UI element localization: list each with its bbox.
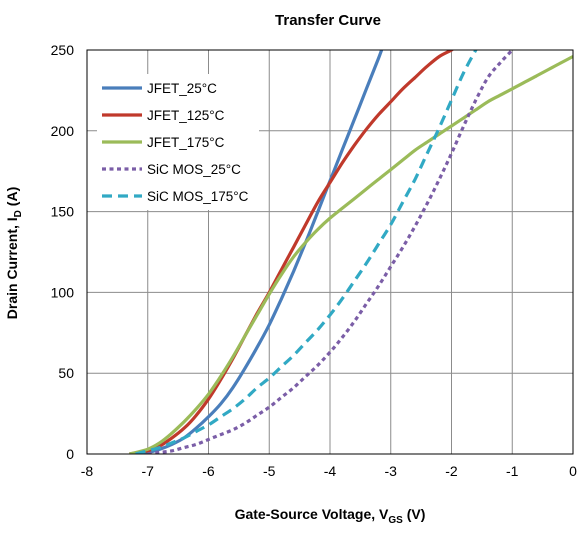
x-tick-label: -6 <box>202 463 215 479</box>
legend: JFET_25°C JFET_125°C JFET_175°C SiC MOS_25°… <box>102 81 249 204</box>
y-tick-label: 200 <box>51 123 75 139</box>
x-tick-label: -5 <box>263 463 276 479</box>
x-tick-label: -1 <box>506 463 519 479</box>
y-tick-label: 250 <box>51 42 75 58</box>
series-line-jfet-175-c <box>129 55 573 454</box>
tick-labels: -8 -7 -6 -5 -4 -3 -2 -1 0 0 50 100 150 200 250 <box>51 42 577 479</box>
legend-label: JFET_175°C <box>147 135 225 150</box>
x-axis-title: Gate-Source Voltage, VGS (V) <box>235 506 426 526</box>
x-tick-label: -3 <box>385 463 398 479</box>
y-tick-label: 100 <box>51 284 75 300</box>
series-line-jfet-125-c <box>129 50 455 454</box>
legend-label: SiC MOS_25°C <box>147 162 241 177</box>
x-tick-label: 0 <box>569 463 577 479</box>
series-line-sic-mos-175-c <box>135 50 478 454</box>
series-line-sic-mos-25-c <box>147 50 514 454</box>
y-axis-title-unit: (A) <box>4 187 20 210</box>
legend-label: JFET_125°C <box>147 108 225 123</box>
legend-label: JFET_25°C <box>147 81 217 96</box>
x-axis-title-unit: (V) <box>403 506 426 522</box>
plot-frame <box>86 49 574 455</box>
y-axis-title: Drain Current, ID (A) <box>4 187 24 319</box>
y-axis-title-subscript: D <box>13 210 24 217</box>
x-tick-label: -4 <box>324 463 337 479</box>
chart-title: Transfer Curve <box>275 12 381 29</box>
x-tick-label: -7 <box>142 463 155 479</box>
series-lines <box>129 50 573 454</box>
y-tick-label: 150 <box>51 204 75 220</box>
grid-lines <box>86 49 574 455</box>
legend-label: SiC MOS_175°C <box>147 189 249 204</box>
x-tick-label: -2 <box>445 463 458 479</box>
x-axis-title-main: Gate-Source Voltage, V <box>235 506 389 522</box>
series-line-jfet-25-c <box>129 50 384 454</box>
y-tick-label: 50 <box>58 365 74 381</box>
x-tick-label: -8 <box>81 463 94 479</box>
y-axis-title-main: Drain Current, I <box>4 217 20 319</box>
x-axis-title-subscript: GS <box>388 515 403 526</box>
y-tick-label: 0 <box>66 446 74 462</box>
